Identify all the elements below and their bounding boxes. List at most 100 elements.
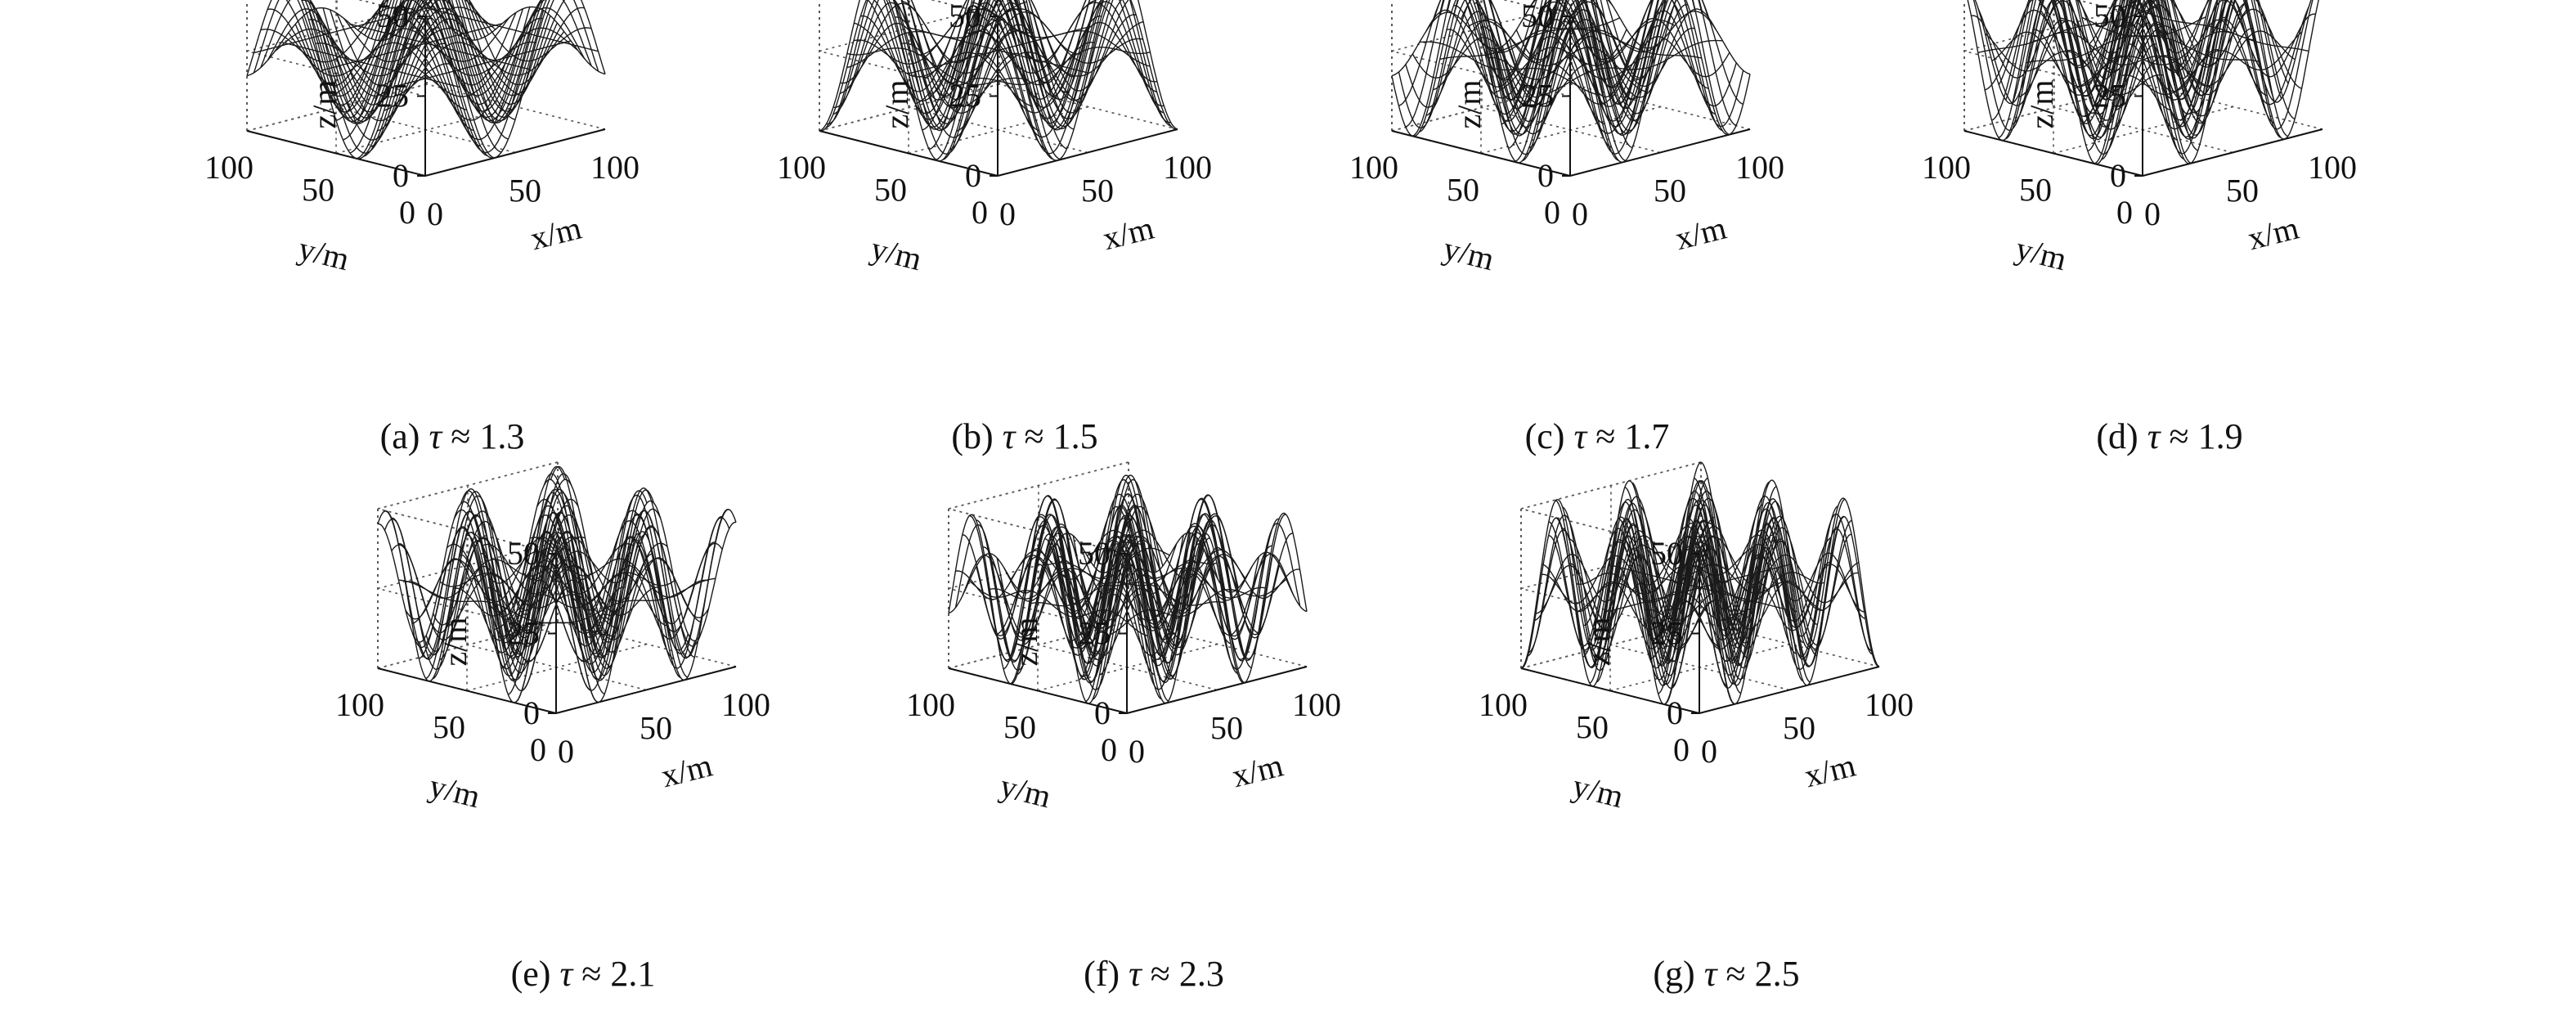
grid-line	[377, 621, 559, 669]
surface-mesh-line	[2060, 0, 2236, 121]
surface-mesh-line	[819, 0, 973, 132]
surface-mesh-line	[439, 514, 621, 661]
grid-line	[1128, 621, 1308, 667]
surface-mesh-line	[528, 557, 710, 663]
caption-label: (g)	[1653, 954, 1703, 994]
surface-mesh-line	[990, 0, 1171, 155]
x-axis	[424, 128, 606, 177]
surface-panel: 0 25 50 0 50 100 0 50 100 z/m x/m y/m (b) τ ≈ 1.5	[777, 0, 1212, 456]
surface-mesh-line	[886, 0, 1055, 128]
y-tick-label: 50	[2019, 172, 2052, 209]
surface-mesh-line	[460, 510, 641, 654]
surface-mesh-line	[963, 20, 1144, 107]
x-axis-label: x/m	[657, 746, 716, 794]
grid-line	[2143, 83, 2323, 130]
surface-mesh-line	[1575, 546, 1757, 613]
panel-caption: (e) τ ≈ 2.1	[511, 954, 656, 994]
grid-line	[1963, 83, 2145, 132]
x-tick-label: 100	[1292, 686, 1341, 723]
y-tick-label: 0	[2116, 194, 2133, 231]
z-tick-label: 0	[965, 157, 981, 194]
caption-label: (d)	[2096, 416, 2147, 456]
grid-line	[819, 83, 1000, 132]
surface-mesh-line	[555, 508, 737, 703]
x-tick-label: 50	[1654, 173, 1686, 209]
x-axis-label: x/m	[1672, 209, 1730, 257]
surface-panel: 0 25 50 0 50 100 0 50 100 z/m x/m y/m (g) τ ≈ 2.5	[1479, 461, 1914, 994]
caption-label: (b)	[951, 416, 1002, 456]
grid-line	[1520, 621, 1702, 669]
surface-mesh-line	[343, 0, 524, 141]
surface-mesh-line	[1065, 554, 1246, 631]
z-tick-label: 50	[1521, 0, 1554, 34]
surface-mesh-line	[984, 1, 1165, 138]
z-tick-label: 25	[1521, 78, 1554, 115]
surface-panel: 0 25 50 0 50 100 0 50 100 z/m x/m y/m (d) τ ≈ 1.9	[1922, 0, 2357, 456]
surface-mesh-line	[1030, 561, 1211, 607]
surface-mesh-line	[1398, 0, 1537, 106]
y-axis	[377, 667, 557, 714]
x-axis-label: x/m	[1099, 209, 1157, 257]
surface-mesh-line	[1562, 490, 1743, 661]
x-axis	[997, 128, 1178, 177]
surface-mesh-line	[956, 0, 1129, 132]
surface-mesh-line	[254, 5, 434, 54]
surface-mesh-line	[308, 0, 476, 123]
caption-tau-value: ≈ 1.7	[1586, 416, 1669, 456]
surface-mesh-line	[384, 465, 566, 659]
panel-caption: (g) τ ≈ 2.5	[1653, 954, 1799, 994]
y-tick-label: 0	[530, 731, 546, 768]
surface-mesh-line	[1528, 477, 1708, 657]
surface-mesh-line	[1023, 539, 1205, 645]
surface-mesh-line	[915, 0, 1096, 105]
y-axis	[1520, 667, 1700, 714]
z-tick-label: 50	[1650, 535, 1683, 572]
z-tick-label: 25	[507, 615, 540, 652]
surface-mesh-line	[1548, 497, 1729, 647]
surface-mesh-line	[928, 0, 1091, 151]
y-tick-label: 50	[433, 709, 465, 746]
x-tick-label: 50	[2226, 173, 2259, 209]
surface-mesh-line	[1446, 1, 1627, 88]
x-tick-label: 0	[558, 733, 574, 770]
surface-mesh-line	[391, 473, 572, 656]
surface-mesh-line	[908, 26, 1089, 74]
surface-mesh-line	[1991, 0, 2173, 121]
y-tick-label: 50	[1003, 709, 1036, 746]
z-tick-label: 0	[1667, 694, 1683, 731]
caption-tau-value: ≈ 2.5	[1717, 954, 1799, 994]
x-axis	[555, 666, 737, 714]
z-tick-label: 25	[376, 78, 409, 115]
surface-mesh-line	[969, 474, 1150, 663]
z-tick-label: 50	[507, 535, 540, 572]
surface-mesh-line	[2135, 0, 2313, 155]
surface-mesh-line	[2067, 8, 2248, 92]
surface-mesh-line	[1488, 29, 1668, 80]
surface-mesh-line	[398, 498, 579, 634]
surface-mesh-line	[1051, 494, 1232, 684]
surface-mesh-line	[1692, 528, 1873, 689]
caption-tau-value: ≈ 2.3	[1142, 954, 1224, 994]
surface-mesh-line	[1555, 479, 1736, 668]
surface-mesh-line	[901, 11, 1082, 86]
surface-mesh-line	[1016, 506, 1198, 676]
surface-mesh-line	[832, 0, 989, 115]
grid-line	[1700, 621, 1880, 667]
surface-mesh-line	[892, 0, 1061, 132]
x-tick-label: 0	[427, 195, 443, 232]
surface-mesh-line	[1411, 0, 1551, 137]
surface-mesh-line	[466, 490, 648, 676]
surface-mesh-line	[1391, 0, 1536, 77]
surface-mesh-line	[260, 0, 442, 63]
panel-caption: (a) τ ≈ 1.3	[380, 416, 525, 456]
surface-mesh-line	[1967, 0, 2143, 165]
z-axis-label: z/m	[1008, 618, 1044, 667]
surface-mesh-line	[2053, 0, 2219, 140]
surface-mesh-line	[1595, 486, 1777, 683]
y-tick-label: 100	[1479, 686, 1528, 723]
y-tick-label: 0	[399, 194, 415, 231]
z-tick-label: 25	[949, 78, 981, 115]
surface-mesh-line	[2087, 0, 2269, 152]
y-axis	[1391, 130, 1571, 177]
